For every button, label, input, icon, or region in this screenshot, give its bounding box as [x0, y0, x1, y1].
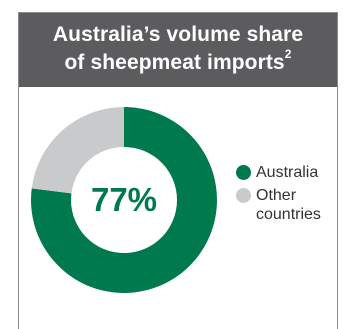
infographic-card: Australia’s volume share of sheepmeat im… [18, 12, 338, 329]
donut-hole [71, 147, 177, 253]
legend-item-other-countries: Other countries [236, 186, 346, 224]
title-line-2-text: of sheepmeat imports [64, 51, 285, 74]
footnote-marker: 2 [284, 47, 292, 61]
title-line-2: of sheepmeat imports2 [19, 47, 337, 77]
donut-chart: 77% [31, 107, 218, 293]
legend-item-australia: Australia [236, 163, 346, 182]
legend-label-australia: Australia [256, 164, 319, 181]
chart-legend: Australia Other countries [236, 163, 346, 228]
legend-label-other-countries: Other countries [256, 187, 321, 223]
chart-title: Australia’s volume share of sheepmeat im… [19, 13, 337, 87]
legend-swatch-australia [236, 165, 251, 180]
title-line-1: Australia’s volume share [52, 23, 304, 46]
center-value-label: 77% [91, 181, 157, 218]
legend-swatch-other-countries [236, 188, 251, 203]
